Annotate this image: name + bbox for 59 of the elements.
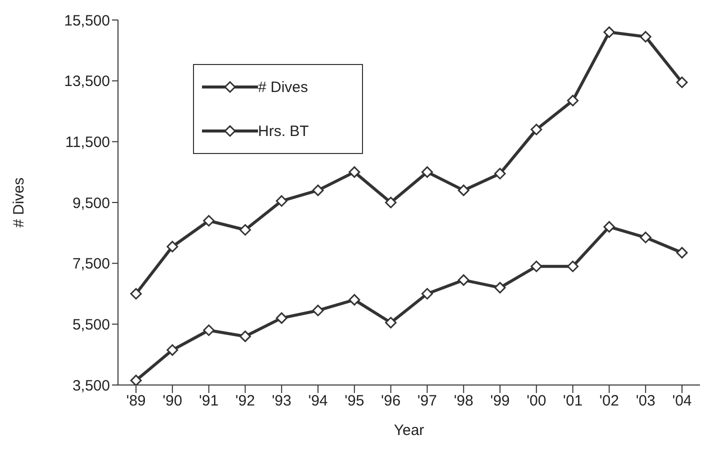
point xyxy=(239,330,251,342)
y-tick-label: 15,500 xyxy=(64,12,110,30)
y-tick-label: 7,500 xyxy=(72,256,110,273)
y-tick-label: 11,500 xyxy=(65,134,110,151)
x-tick-label: '94 xyxy=(308,392,328,410)
x-tick-label: '00 xyxy=(526,392,546,410)
point xyxy=(640,232,652,244)
x-tick-label: '90 xyxy=(162,392,182,410)
y-axis-title: # Dives xyxy=(10,177,28,228)
point xyxy=(458,274,470,286)
point xyxy=(130,374,142,385)
point xyxy=(676,76,688,88)
x-tick-label: '02 xyxy=(599,392,619,410)
point xyxy=(385,196,397,208)
point xyxy=(421,288,433,300)
x-tick-label: '93 xyxy=(272,392,292,410)
point xyxy=(166,240,178,252)
point xyxy=(239,224,251,236)
point xyxy=(348,166,360,178)
point xyxy=(348,294,360,306)
x-tick-label: '98 xyxy=(454,392,474,410)
point xyxy=(494,282,506,294)
legend-label: Hrs. BT xyxy=(258,122,309,140)
x-tick-label: '92 xyxy=(235,392,255,410)
y-tick-label: 9,500 xyxy=(72,194,110,212)
point xyxy=(276,195,288,207)
x-tick-label: '97 xyxy=(417,392,437,410)
x-tick-label: '01 xyxy=(563,392,583,410)
point xyxy=(312,304,324,316)
point xyxy=(312,184,324,196)
point xyxy=(166,344,178,356)
point xyxy=(676,246,688,258)
point xyxy=(385,316,397,328)
x-axis-title: Year xyxy=(394,422,424,439)
y-tick-label: 5,500 xyxy=(72,316,110,334)
point xyxy=(603,221,615,233)
point xyxy=(458,184,470,196)
x-tick-label: '99 xyxy=(490,392,510,410)
y-tick-label: 13,500 xyxy=(64,73,110,90)
point xyxy=(640,30,652,42)
point xyxy=(530,260,542,272)
x-tick-label: '89 xyxy=(126,392,146,410)
point xyxy=(567,94,579,106)
point xyxy=(494,168,506,180)
point xyxy=(603,26,615,38)
point xyxy=(530,124,542,136)
y-tick-label: 3,500 xyxy=(72,377,110,394)
point xyxy=(203,324,215,336)
point xyxy=(276,312,288,324)
x-tick-label: '03 xyxy=(636,392,656,410)
x-tick-label: '96 xyxy=(381,392,401,410)
point xyxy=(421,166,433,178)
x-tick-label: '04 xyxy=(672,392,692,410)
legend-label: # Dives xyxy=(258,78,308,96)
point xyxy=(567,260,579,272)
x-tick-label: '91 xyxy=(199,392,219,410)
point xyxy=(203,215,215,226)
x-tick-label: '95 xyxy=(344,392,364,410)
point xyxy=(130,288,142,300)
